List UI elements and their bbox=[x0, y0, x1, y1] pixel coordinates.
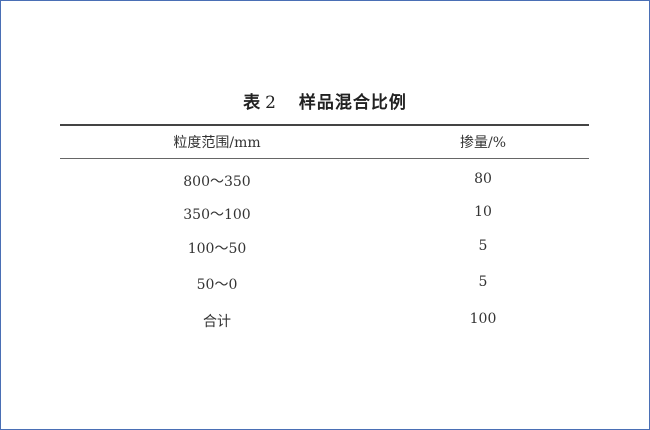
header-particle-size: 粒度范围/mm bbox=[173, 135, 261, 151]
cell-total-label: 合计 bbox=[203, 314, 231, 330]
cell-size: 350～100 bbox=[183, 207, 251, 223]
cell-dosage: 5 bbox=[478, 238, 488, 254]
cell-total-value: 100 bbox=[469, 311, 497, 327]
cell-size: 800～350 bbox=[183, 174, 251, 190]
cell-dosage: 10 bbox=[474, 204, 492, 220]
table-caption: 表 2 样品混合比例 bbox=[0, 88, 650, 113]
top-rule bbox=[60, 124, 589, 126]
cell-size: 50～0 bbox=[196, 277, 238, 293]
header-rule bbox=[60, 158, 589, 159]
cell-size: 100～50 bbox=[187, 241, 247, 257]
header-dosage: 掺量/% bbox=[459, 135, 507, 151]
cell-dosage: 5 bbox=[478, 274, 488, 290]
cell-dosage: 80 bbox=[474, 171, 492, 187]
table-title: 样品混合比例 bbox=[298, 93, 407, 113]
